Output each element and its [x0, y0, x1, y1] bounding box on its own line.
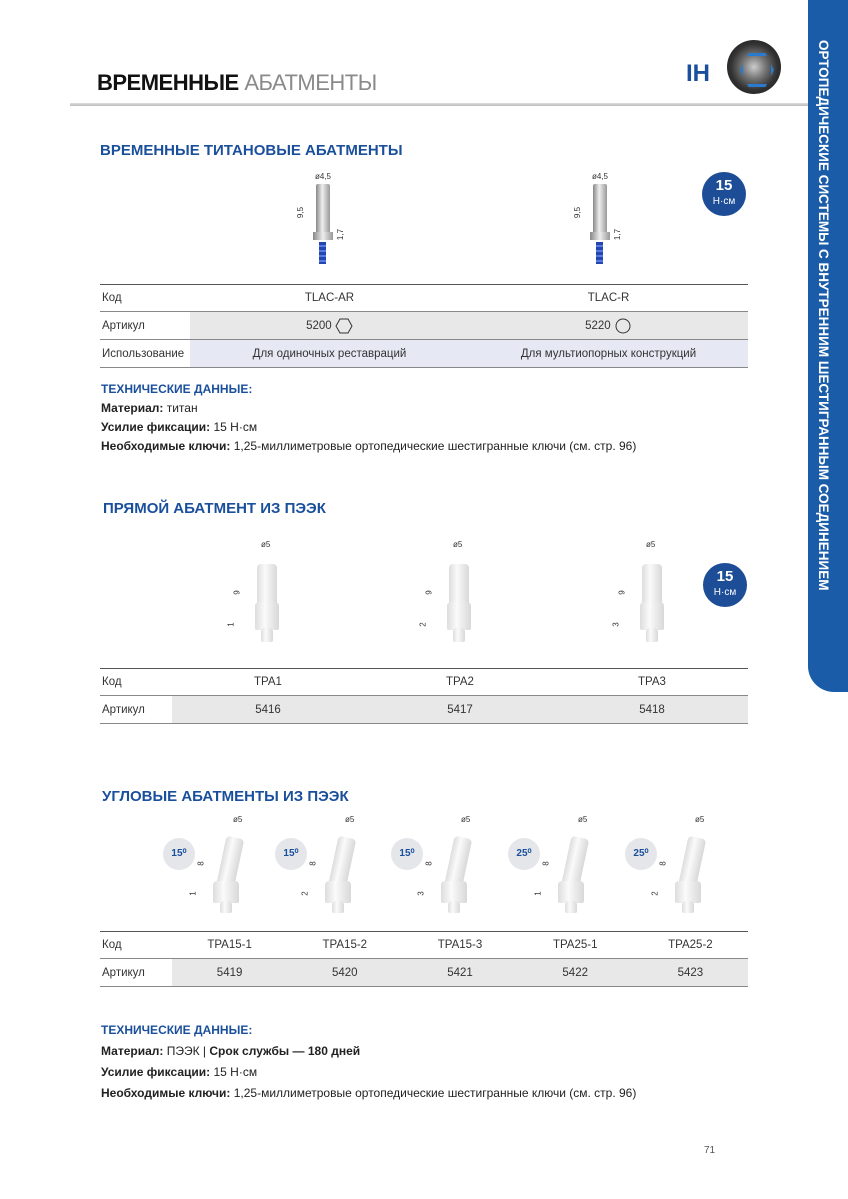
page-number: 71	[704, 1145, 716, 1156]
table-row: Код TPA1 TPA2 TPA3	[100, 668, 748, 696]
section-title-titanium: ВРЕМЕННЫЕ ТИТАНОВЫЕ АБАТМЕНТЫ	[100, 142, 403, 159]
angled-abutment-image: ø5 8 3	[417, 815, 483, 915]
peek-abutment-image: ø5 9 1	[227, 540, 295, 645]
torque-badge: 15 Н·см	[703, 563, 747, 607]
angle-badge: 25⁰	[508, 838, 540, 870]
table-row: Использование Для одиночных реставраций Дл…	[100, 340, 748, 368]
hexagon-icon	[335, 318, 353, 333]
angled-abutment-image: ø5 8 1	[189, 815, 255, 915]
table-row: Код TLAC-AR TLAC-R	[100, 284, 748, 312]
peek-angled-table: Код TPA15-1 TPA15-2 TPA15-3 TPA25-1 TPA25-2 А…	[100, 931, 748, 987]
table-row: Артикул 5419 5420 5421 5422 5423	[100, 959, 748, 987]
titanium-table: Код TLAC-AR TLAC-R Артикул 5200 5220 Испол…	[100, 284, 748, 368]
titanium-abutment-image: ø4,5 9,5 1,7	[296, 172, 363, 272]
peek-abutment-image: ø5 9 3	[612, 540, 680, 645]
header-divider	[70, 103, 810, 106]
angled-abutment-image: ø5 8 1	[534, 815, 600, 915]
system-label: IH	[686, 60, 710, 87]
titanium-abutment-image: ø4,5 9,5 1,7	[573, 172, 640, 272]
section-title-peek-angled: УГЛОВЫЕ АБАТМЕНТЫ ИЗ ПЭЭК	[102, 788, 349, 805]
angled-abutment-image: ø5 8 2	[651, 815, 717, 915]
peek-straight-table: Код TPA1 TPA2 TPA3 Артикул 5416 5417 5418	[100, 668, 748, 724]
angle-badge: 15⁰	[163, 838, 195, 870]
torque-badge: 15 Н·см	[702, 172, 746, 216]
table-row: Код TPA15-1 TPA15-2 TPA15-3 TPA25-1 TPA25-2	[100, 931, 748, 959]
peek-abutment-image: ø5 9 2	[419, 540, 487, 645]
page-title: ВРЕМЕННЫЕ АБАТМЕНТЫ	[97, 70, 377, 95]
section-title-peek-straight: ПРЯМОЙ АБАТМЕНТ ИЗ ПЭЭК	[103, 500, 326, 517]
angled-abutment-image: ø5 8 2	[301, 815, 367, 915]
tech-data-peek: ТЕХНИЧЕСКИЕ ДАННЫЕ: Материал: ПЭЭК | Сро…	[101, 1023, 637, 1100]
table-row: Артикул 5200 5220	[100, 312, 748, 340]
tech-data-titanium: ТЕХНИЧЕСКИЕ ДАННЫЕ: Материал: титан Усил…	[101, 382, 637, 453]
hex-connection-logo-icon	[727, 40, 781, 94]
side-tab: ОРТОПЕДИЧЕСКИЕ СИСТЕМЫ С ВНУТРЕННИМ ШЕСТ…	[808, 0, 848, 692]
circle-icon	[615, 318, 631, 333]
angle-badge: 15⁰	[275, 838, 307, 870]
table-row: Артикул 5416 5417 5418	[100, 696, 748, 724]
angle-badge: 25⁰	[625, 838, 657, 870]
angle-badge: 15⁰	[391, 838, 423, 870]
